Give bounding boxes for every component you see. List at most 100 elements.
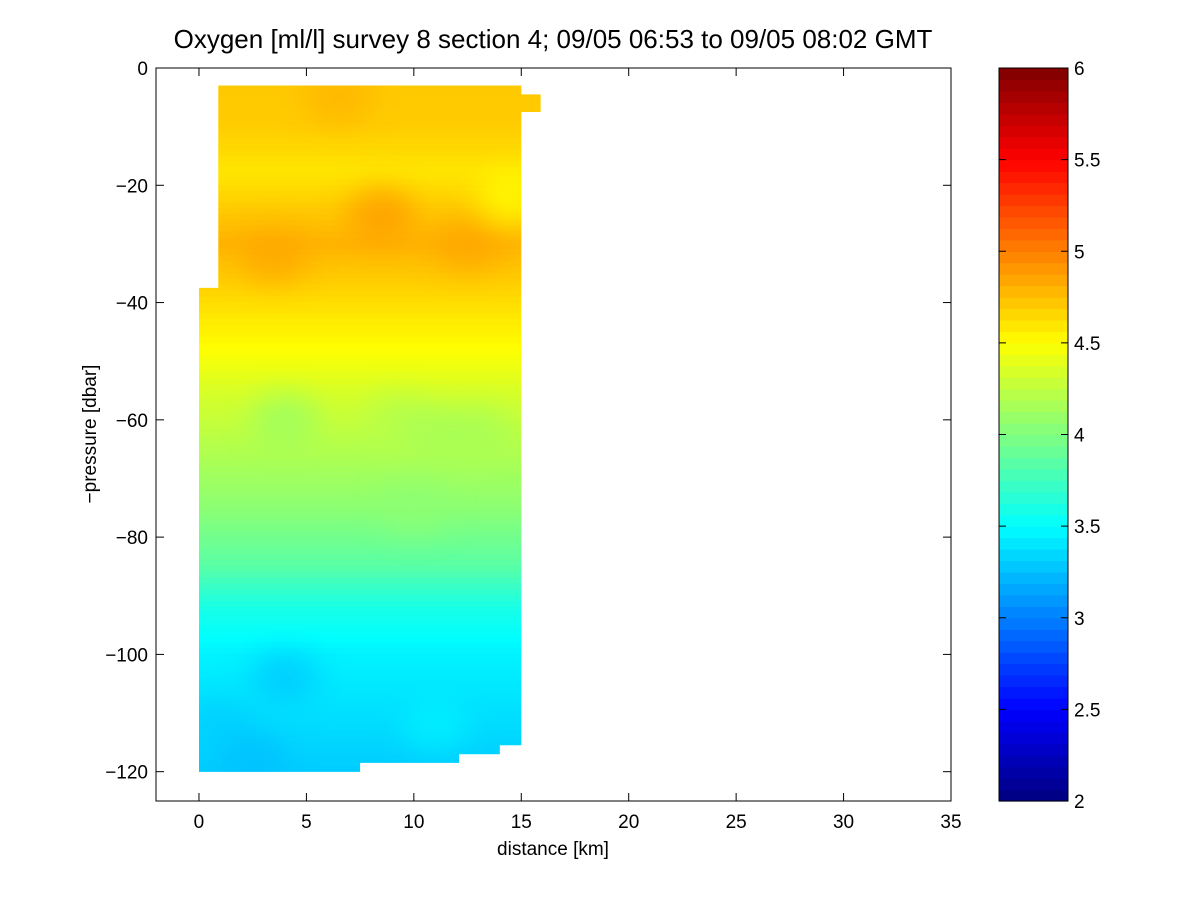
field-band: [199, 466, 541, 474]
colorbar-swatch: [999, 205, 1068, 218]
field-band: [199, 313, 541, 321]
field-band: [199, 354, 541, 362]
field-band: [199, 735, 541, 743]
colorbar-swatch: [999, 331, 1068, 344]
colorbar-swatch: [999, 365, 1068, 378]
field-band: [199, 272, 541, 280]
colorbar-swatch: [999, 423, 1068, 436]
field-band: [199, 372, 541, 380]
colorbar-tick-label: 6: [1074, 59, 1085, 80]
field-band: [199, 501, 541, 509]
field-band: [199, 343, 541, 350]
field-feature: [347, 188, 416, 241]
colorbar-tick-label: 4.5: [1074, 334, 1100, 355]
field-band: [199, 689, 541, 696]
field-band: [199, 507, 541, 515]
colorbar-swatch: [999, 606, 1068, 619]
field-band: [199, 589, 541, 597]
colorbar: [999, 68, 1068, 802]
colorbar-swatch: [999, 400, 1068, 413]
colorbar-swatch: [999, 274, 1068, 287]
colorbar-swatch: [999, 113, 1068, 126]
field-band: [199, 261, 541, 268]
colorbar-swatch: [999, 319, 1068, 333]
field-band: [199, 477, 541, 485]
colorbar-swatch: [999, 732, 1068, 745]
oxygen-section-field: [199, 85, 541, 772]
field-band: [199, 302, 541, 309]
colorbar-swatch: [999, 411, 1068, 424]
colorbar-swatch: [999, 125, 1068, 138]
field-band: [199, 642, 541, 650]
colorbar-swatch: [999, 468, 1068, 481]
field-band: [199, 724, 541, 732]
x-axis-ticks: 0 5 10 15 20 25 30 35: [194, 68, 962, 833]
field-band: [199, 583, 541, 591]
y-axis-label: −pressure [dbar]: [80, 365, 101, 504]
colorbar-swatch: [999, 90, 1068, 103]
y-axis-ticks: 0 −20 −40 −60 −80 −100 −120: [105, 59, 951, 784]
field-band: [199, 431, 541, 438]
field-band: [199, 401, 541, 409]
colorbar-swatch: [999, 594, 1068, 607]
field-band: [199, 747, 541, 755]
field-band: [199, 571, 541, 579]
colorbar-swatch: [999, 755, 1068, 768]
colorbar-swatch: [999, 617, 1068, 630]
x-tick-label: 30: [833, 812, 854, 833]
colorbar-swatch: [999, 503, 1068, 516]
colorbar-swatch: [999, 571, 1068, 584]
x-tick-label: 0: [194, 812, 205, 833]
field-band: [199, 155, 541, 163]
field-band: [199, 472, 541, 479]
field-band: [199, 278, 541, 286]
colorbar-swatch: [999, 239, 1068, 252]
x-tick-label: 5: [301, 812, 312, 833]
field-band: [199, 331, 541, 339]
field-band: [199, 636, 541, 644]
x-tick-label: 20: [618, 812, 639, 833]
field-band: [199, 624, 541, 632]
x-tick-label: 25: [726, 812, 747, 833]
field-band: [199, 337, 541, 345]
colorbar-swatch: [999, 652, 1068, 665]
field-feature: [379, 481, 448, 534]
field-band: [199, 694, 541, 702]
colorbar-swatch: [999, 159, 1068, 172]
plot-frame: [155, 67, 952, 802]
field-band: [199, 126, 541, 134]
field-band: [199, 325, 541, 333]
field-band: [199, 237, 541, 245]
colorbar-swatch: [999, 583, 1068, 596]
field-band: [199, 618, 541, 626]
field-band: [199, 712, 541, 720]
field-band: [199, 671, 541, 679]
y-tick-label: −100: [105, 645, 148, 666]
field-feature: [304, 85, 373, 124]
field-feature: [444, 405, 513, 458]
colorbar-tick-label: 2: [1074, 792, 1085, 813]
field-band: [199, 137, 541, 145]
colorbar-swatch: [999, 709, 1068, 722]
field-band: [199, 243, 541, 251]
field-band: [199, 519, 541, 526]
field-band: [199, 665, 541, 673]
field-band: [199, 249, 541, 257]
field-band: [199, 143, 541, 151]
field-band: [199, 284, 541, 292]
field-band: [199, 161, 541, 169]
x-tick-label: 35: [940, 812, 961, 833]
field-band: [199, 348, 541, 356]
colorbar-swatch: [999, 697, 1068, 710]
colorbar-swatch: [999, 216, 1068, 229]
chart-title: Oxygen [ml/l] survey 8 section 4; 09/05 …: [174, 24, 933, 54]
field-band: [199, 307, 541, 315]
colorbar-swatch: [999, 549, 1068, 562]
colorbar-tick-label: 2.5: [1074, 700, 1100, 721]
colorbar-swatch: [999, 377, 1068, 390]
colorbar-tick-label: 4: [1074, 426, 1085, 447]
field-band: [199, 659, 541, 667]
field-band: [199, 460, 541, 468]
field-band: [199, 120, 541, 128]
colorbar-swatch: [999, 262, 1068, 275]
